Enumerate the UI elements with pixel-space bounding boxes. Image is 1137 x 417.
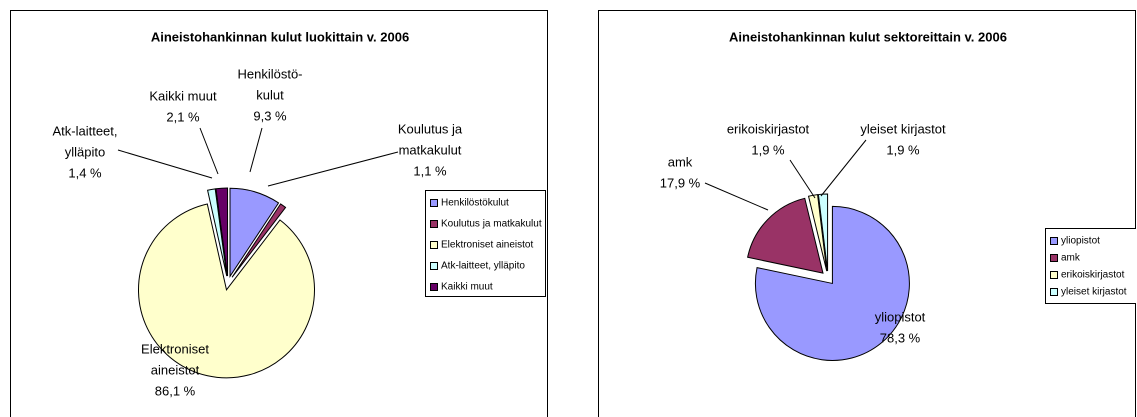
chart-title: Aineistohankinnan kulut luokittain v. 20… [151,29,409,44]
data-label: 86,1 % [155,383,196,398]
data-label-name: aineistot [151,362,200,377]
legend-label: amk [1061,253,1081,264]
data-label: 1,9 % [751,142,785,157]
data-label: 78,3 % [880,330,921,345]
leader-line [267,151,399,187]
legend-swatch [430,199,438,207]
data-label-name: Henkilöstö- [237,66,302,81]
pie-slice [138,203,315,379]
legend-swatch [1050,288,1058,296]
legend-swatch [430,283,438,291]
data-label: 1,4 % [68,165,102,180]
leader-line [820,139,867,197]
pie-slice [229,187,280,278]
pie-slice [215,187,229,277]
legend-label: yleiset kirjastot [1061,287,1127,298]
data-label: 1,9 % [886,142,920,157]
legend-label: yliopistot [1061,236,1100,247]
data-label-name: Koulutus ja [398,121,463,136]
data-label-name: yleiset kirjastot [860,121,946,136]
legend-swatch [1050,254,1058,262]
data-label-name: Kaikki muut [149,88,217,103]
chart-frame [598,10,1136,417]
data-label-name: ylläpito [65,144,105,159]
data-label-name: Elektroniset [141,341,209,356]
legend-label: Atk-laitteet, ylläpito [441,261,525,272]
legend-swatch [430,241,438,249]
pie-slice [754,205,910,361]
legend-swatch [1050,271,1058,279]
chart-title: Aineistohankinnan kulut sektoreittain v.… [729,29,1007,44]
data-label: 9,3 % [253,108,287,123]
legend-label: Elektroniset aineistot [441,240,533,251]
data-label-name: amk [668,154,693,169]
legend-swatch [1050,237,1058,245]
pie-slice [206,188,228,277]
data-label: 2,1 % [166,109,200,124]
data-label-name: Atk-laitteet, [52,123,117,138]
pie-slice [231,203,287,278]
legend-swatch [430,220,438,228]
leader-line [117,149,213,179]
legend-swatch [430,262,438,270]
legend-label: erikoiskirjastot [1061,270,1125,281]
legend-box [1045,228,1136,304]
data-label-name: yliopistot [875,309,926,324]
leader-line [789,159,816,199]
leader-line [704,182,769,211]
legend-label: Henkilöstökulut [441,198,509,209]
data-label-name: kulut [256,87,284,102]
data-label: 1,1 % [413,163,447,178]
legend-label: Kaikki muut [441,282,493,293]
legend-box [425,190,546,297]
data-label: 17,9 % [660,175,701,190]
data-label-name: matkakulut [399,142,462,157]
legend-label: Koulutus ja matkakulut [441,219,542,230]
data-label-name: erikoiskirjastot [727,121,810,136]
leader-line [199,127,219,175]
pie-slice [747,197,824,274]
leader-line [249,127,263,173]
chart: Aineistohankinnan kulut luokittain v. 20… [52,29,546,398]
chart: Aineistohankinnan kulut sektoreittain v.… [660,29,1136,361]
